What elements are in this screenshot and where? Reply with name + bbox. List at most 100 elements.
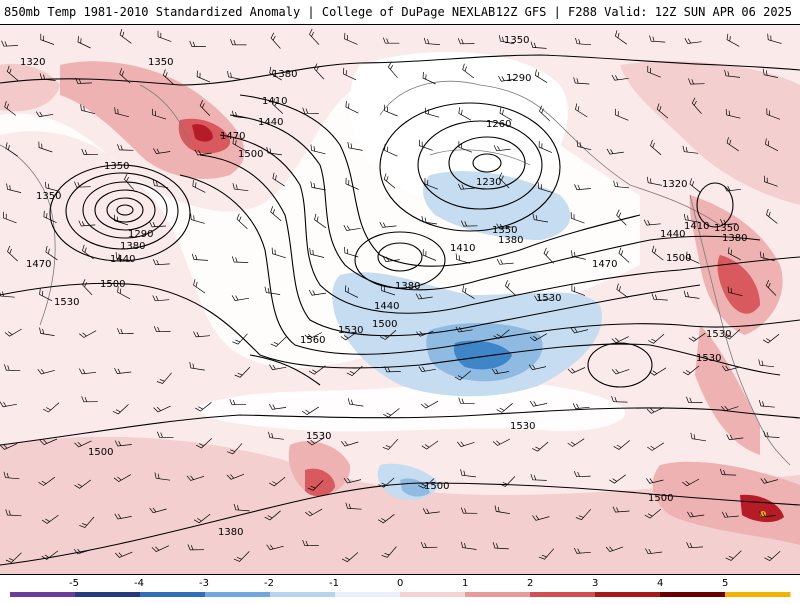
wind-barb [496, 403, 513, 413]
wind-barb [156, 431, 174, 438]
contour-label: 1500 [100, 279, 125, 290]
wind-barb [455, 326, 473, 333]
wind-barb [765, 279, 777, 296]
wind-barb [3, 211, 17, 224]
cold-anomaly-gulf-of-alaska [423, 171, 571, 240]
anomaly-map[interactable]: 1320 1350 1380 1410 1440 1470 1500 1350 … [0, 25, 800, 575]
wind-barb [347, 398, 364, 407]
wind-barb [420, 400, 439, 409]
wind-barb [721, 365, 740, 372]
wind-barb [234, 366, 251, 378]
wind-barb [499, 35, 515, 45]
colorbar-segment [400, 592, 466, 597]
contour-label: 1560 [300, 335, 325, 346]
wind-barb [230, 38, 247, 46]
wind-barb [420, 541, 438, 548]
wind-barb [81, 396, 98, 403]
wind-barb [418, 139, 433, 151]
wind-barb [648, 333, 665, 344]
wind-barb [686, 542, 704, 549]
wind-barb [231, 256, 249, 263]
warm-anomaly-southeast [652, 461, 800, 545]
wind-barb [115, 551, 133, 558]
map-panel[interactable]: 1320 1350 1380 1410 1440 1470 1500 1350 … [0, 24, 800, 575]
wind-barb [308, 289, 327, 296]
wind-barb [41, 514, 59, 524]
wind-barb [384, 366, 401, 373]
wind-barb [504, 280, 516, 296]
wind-barb [421, 216, 438, 225]
wind-barb [537, 182, 553, 193]
wind-barb [187, 544, 205, 551]
colorbar-tick-label: 3 [592, 578, 598, 589]
wind-barb [268, 404, 287, 410]
contour-label: 1350 [714, 223, 739, 234]
wind-barb [302, 539, 319, 547]
wind-barb [422, 508, 440, 514]
wind-barb [457, 38, 475, 45]
wind-barb [266, 146, 282, 156]
wind-barb [379, 330, 397, 340]
mid-pacific-low-ring-2 [354, 231, 446, 289]
wind-barb [644, 508, 662, 519]
wind-barb [767, 33, 782, 44]
wind-barb [724, 69, 741, 78]
warm-anomaly-south-central [288, 441, 351, 496]
wind-barb [763, 175, 778, 187]
wind-barb [1, 40, 18, 47]
wind-barb [305, 508, 323, 517]
wind-barb [193, 331, 211, 338]
wind-barb [37, 368, 55, 375]
wind-barb [268, 431, 284, 440]
wind-barb [304, 332, 322, 340]
wind-barb [115, 252, 131, 263]
wind-barb [233, 551, 250, 562]
wind-barb [651, 245, 664, 261]
colorbar-segment [660, 592, 726, 597]
wind-barb [302, 107, 319, 114]
wind-barb [573, 471, 591, 478]
wind-barb [341, 552, 359, 563]
contour-label: 1530 [510, 421, 535, 432]
wind-barb [682, 145, 699, 154]
contour-label: 1380 [218, 527, 243, 538]
kamchatka-coast [139, 84, 191, 146]
wind-barb [534, 295, 552, 302]
wind-barb [424, 107, 440, 118]
wind-barb [74, 440, 92, 448]
wind-barb [455, 253, 471, 264]
wind-barb [156, 372, 172, 384]
asia-east-coast [0, 144, 56, 326]
wind-barb [416, 330, 434, 337]
contour-label: 1410 [262, 96, 287, 107]
wind-barb [192, 179, 206, 193]
wind-barb [532, 441, 549, 452]
wind-barb [726, 137, 739, 152]
wind-barb [576, 140, 592, 151]
wind-barb [270, 336, 287, 347]
wind-barb [758, 400, 775, 408]
contour-label: 1290 [506, 73, 531, 84]
wind-barb [5, 142, 18, 157]
wind-barb [6, 65, 19, 81]
wind-barb [378, 514, 395, 524]
wind-barbs [0, 28, 782, 563]
wind-barb [418, 478, 435, 489]
wind-barb [460, 507, 478, 514]
low-center-ring-3 [82, 181, 168, 239]
wind-barb [762, 333, 780, 344]
wind-barb [690, 432, 706, 442]
wind-barb [575, 103, 588, 118]
wind-barb [0, 443, 18, 450]
wind-barb [186, 475, 205, 481]
wind-barb [194, 149, 212, 156]
wind-barb [682, 365, 700, 376]
wind-barb [611, 368, 630, 375]
alaska-low-ring-3 [417, 120, 543, 210]
wind-barb [423, 37, 440, 45]
wind-barb [117, 144, 134, 151]
wind-barb [492, 438, 511, 446]
wind-barb [539, 105, 550, 121]
wind-barb [721, 405, 739, 412]
contour-1560 [249, 354, 321, 386]
